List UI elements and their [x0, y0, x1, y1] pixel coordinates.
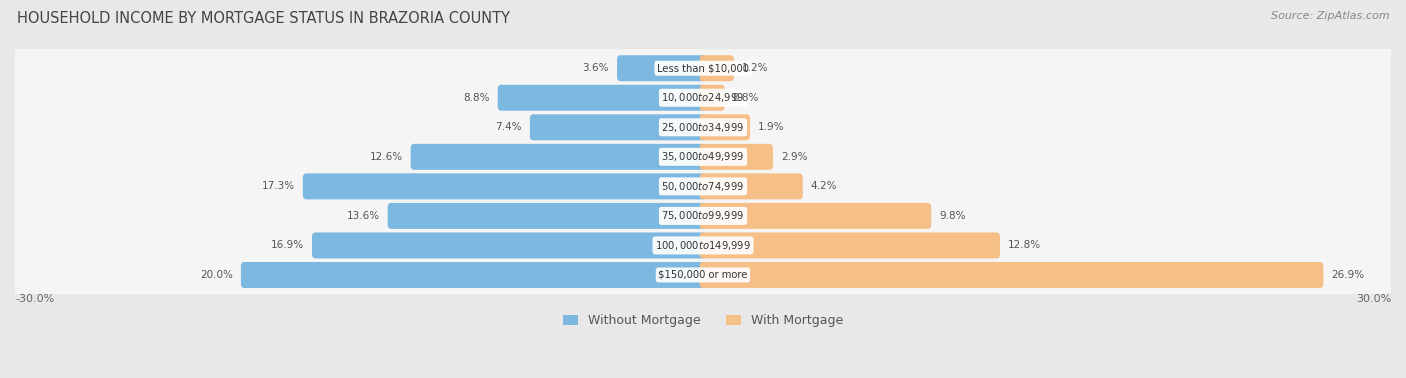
FancyBboxPatch shape	[13, 251, 1393, 299]
Text: 7.4%: 7.4%	[495, 122, 522, 132]
Text: 30.0%: 30.0%	[1355, 294, 1391, 304]
Text: $50,000 to $74,999: $50,000 to $74,999	[661, 180, 745, 193]
Text: 2.9%: 2.9%	[780, 152, 807, 162]
FancyBboxPatch shape	[302, 174, 706, 199]
Text: 1.9%: 1.9%	[758, 122, 785, 132]
Text: 26.9%: 26.9%	[1331, 270, 1364, 280]
FancyBboxPatch shape	[13, 163, 1393, 210]
Text: $150,000 or more: $150,000 or more	[658, 270, 748, 280]
Text: 9.8%: 9.8%	[939, 211, 966, 221]
FancyBboxPatch shape	[13, 104, 1393, 151]
FancyBboxPatch shape	[617, 55, 706, 81]
FancyBboxPatch shape	[700, 203, 931, 229]
FancyBboxPatch shape	[13, 222, 1393, 269]
Text: 3.6%: 3.6%	[582, 63, 609, 73]
FancyBboxPatch shape	[312, 232, 706, 259]
FancyBboxPatch shape	[240, 262, 706, 288]
FancyBboxPatch shape	[388, 203, 706, 229]
Text: $25,000 to $34,999: $25,000 to $34,999	[661, 121, 745, 134]
FancyBboxPatch shape	[700, 232, 1000, 259]
Text: 1.2%: 1.2%	[742, 63, 769, 73]
Text: Source: ZipAtlas.com: Source: ZipAtlas.com	[1271, 11, 1389, 21]
Text: 8.8%: 8.8%	[463, 93, 489, 103]
FancyBboxPatch shape	[700, 174, 803, 199]
FancyBboxPatch shape	[700, 262, 1323, 288]
Text: -30.0%: -30.0%	[15, 294, 55, 304]
FancyBboxPatch shape	[700, 55, 734, 81]
Text: HOUSEHOLD INCOME BY MORTGAGE STATUS IN BRAZORIA COUNTY: HOUSEHOLD INCOME BY MORTGAGE STATUS IN B…	[17, 11, 510, 26]
FancyBboxPatch shape	[13, 45, 1393, 92]
Text: 12.6%: 12.6%	[370, 152, 402, 162]
Text: 4.2%: 4.2%	[811, 181, 838, 191]
Text: 20.0%: 20.0%	[200, 270, 233, 280]
FancyBboxPatch shape	[411, 144, 706, 170]
FancyBboxPatch shape	[498, 85, 706, 111]
FancyBboxPatch shape	[530, 114, 706, 140]
Text: 13.6%: 13.6%	[346, 211, 380, 221]
Text: $100,000 to $149,999: $100,000 to $149,999	[655, 239, 751, 252]
FancyBboxPatch shape	[13, 74, 1393, 121]
FancyBboxPatch shape	[700, 144, 773, 170]
Text: $10,000 to $24,999: $10,000 to $24,999	[661, 91, 745, 104]
FancyBboxPatch shape	[13, 192, 1393, 240]
Legend: Without Mortgage, With Mortgage: Without Mortgage, With Mortgage	[558, 309, 848, 332]
Text: 0.8%: 0.8%	[733, 93, 759, 103]
Text: 16.9%: 16.9%	[271, 240, 304, 251]
Text: $35,000 to $49,999: $35,000 to $49,999	[661, 150, 745, 163]
Text: Less than $10,000: Less than $10,000	[657, 63, 749, 73]
Text: $75,000 to $99,999: $75,000 to $99,999	[661, 209, 745, 222]
FancyBboxPatch shape	[700, 114, 749, 140]
FancyBboxPatch shape	[13, 133, 1393, 180]
Text: 17.3%: 17.3%	[262, 181, 295, 191]
Text: 12.8%: 12.8%	[1008, 240, 1040, 251]
FancyBboxPatch shape	[700, 85, 724, 111]
